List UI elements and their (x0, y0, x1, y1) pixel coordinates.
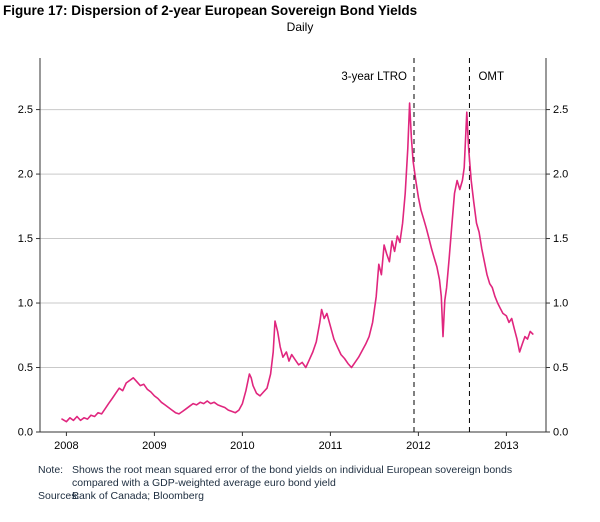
y-axis-label-left: 2.5 (18, 104, 33, 116)
y-axis-label-right: 2.5 (553, 104, 568, 116)
y-axis-label-right: 1.5 (553, 233, 568, 245)
note-row: Note: Shows the root mean squared error … (38, 464, 600, 490)
footnotes: Note: Shows the root mean squared error … (0, 464, 600, 503)
y-axis-label-left: 2.0 (18, 169, 33, 181)
annotation-omt: OMT (478, 71, 504, 83)
dispersion-line-chart: 0.0 0.0 0.5 0.5 1.0 1.0 1.5 1.5 2.0 2.0 2.5 2.5 2008… (18, 58, 568, 452)
y-axis-label-left: 1.5 (18, 233, 33, 245)
note-text: Shows the root mean squared error of the… (72, 464, 512, 490)
figure-title: Figure 17: Dispersion of 2-year European… (3, 3, 418, 18)
note-line-1: Shows the root mean squared error of the… (72, 464, 513, 476)
y-axis-label-left: 0.0 (18, 427, 33, 439)
x-axis-label: 2011 (319, 440, 343, 452)
figure-subtitle: Daily (286, 20, 314, 34)
sources-text: Bank of Canada; Bloomberg (72, 490, 204, 502)
x-axis-label: 2009 (142, 440, 166, 452)
sources-row: Sources: Bank of Canada; Bloomberg (38, 490, 600, 503)
sources-label: Sources: (38, 490, 80, 502)
y-axis-label-right: 0.0 (553, 427, 568, 439)
y-axis-label-left: 1.0 (18, 298, 33, 310)
y-axis-label-right: 1.0 (553, 298, 568, 310)
x-axis-label: 2012 (406, 440, 430, 452)
chart-area: 0.0 0.0 0.5 0.5 1.0 1.0 1.5 1.5 2.0 2.0 2.5 2.5 2008… (0, 34, 600, 462)
annotation-3-year-ltro: 3-year LTRO (341, 71, 407, 83)
x-axis-label: 2008 (54, 440, 78, 452)
x-axis-label: 2010 (230, 440, 254, 452)
y-axis-label-left: 0.5 (18, 362, 33, 374)
series-line (61, 102, 534, 423)
figure-container: Figure 17: Dispersion of 2-year European… (0, 3, 600, 503)
note-line-2: compared with a GDP-weighted average eur… (72, 477, 336, 489)
y-axis-label-right: 0.5 (553, 362, 568, 374)
note-label: Note: (38, 464, 64, 476)
y-axis-label-right: 2.0 (553, 169, 568, 181)
x-axis-label: 2013 (494, 440, 518, 452)
